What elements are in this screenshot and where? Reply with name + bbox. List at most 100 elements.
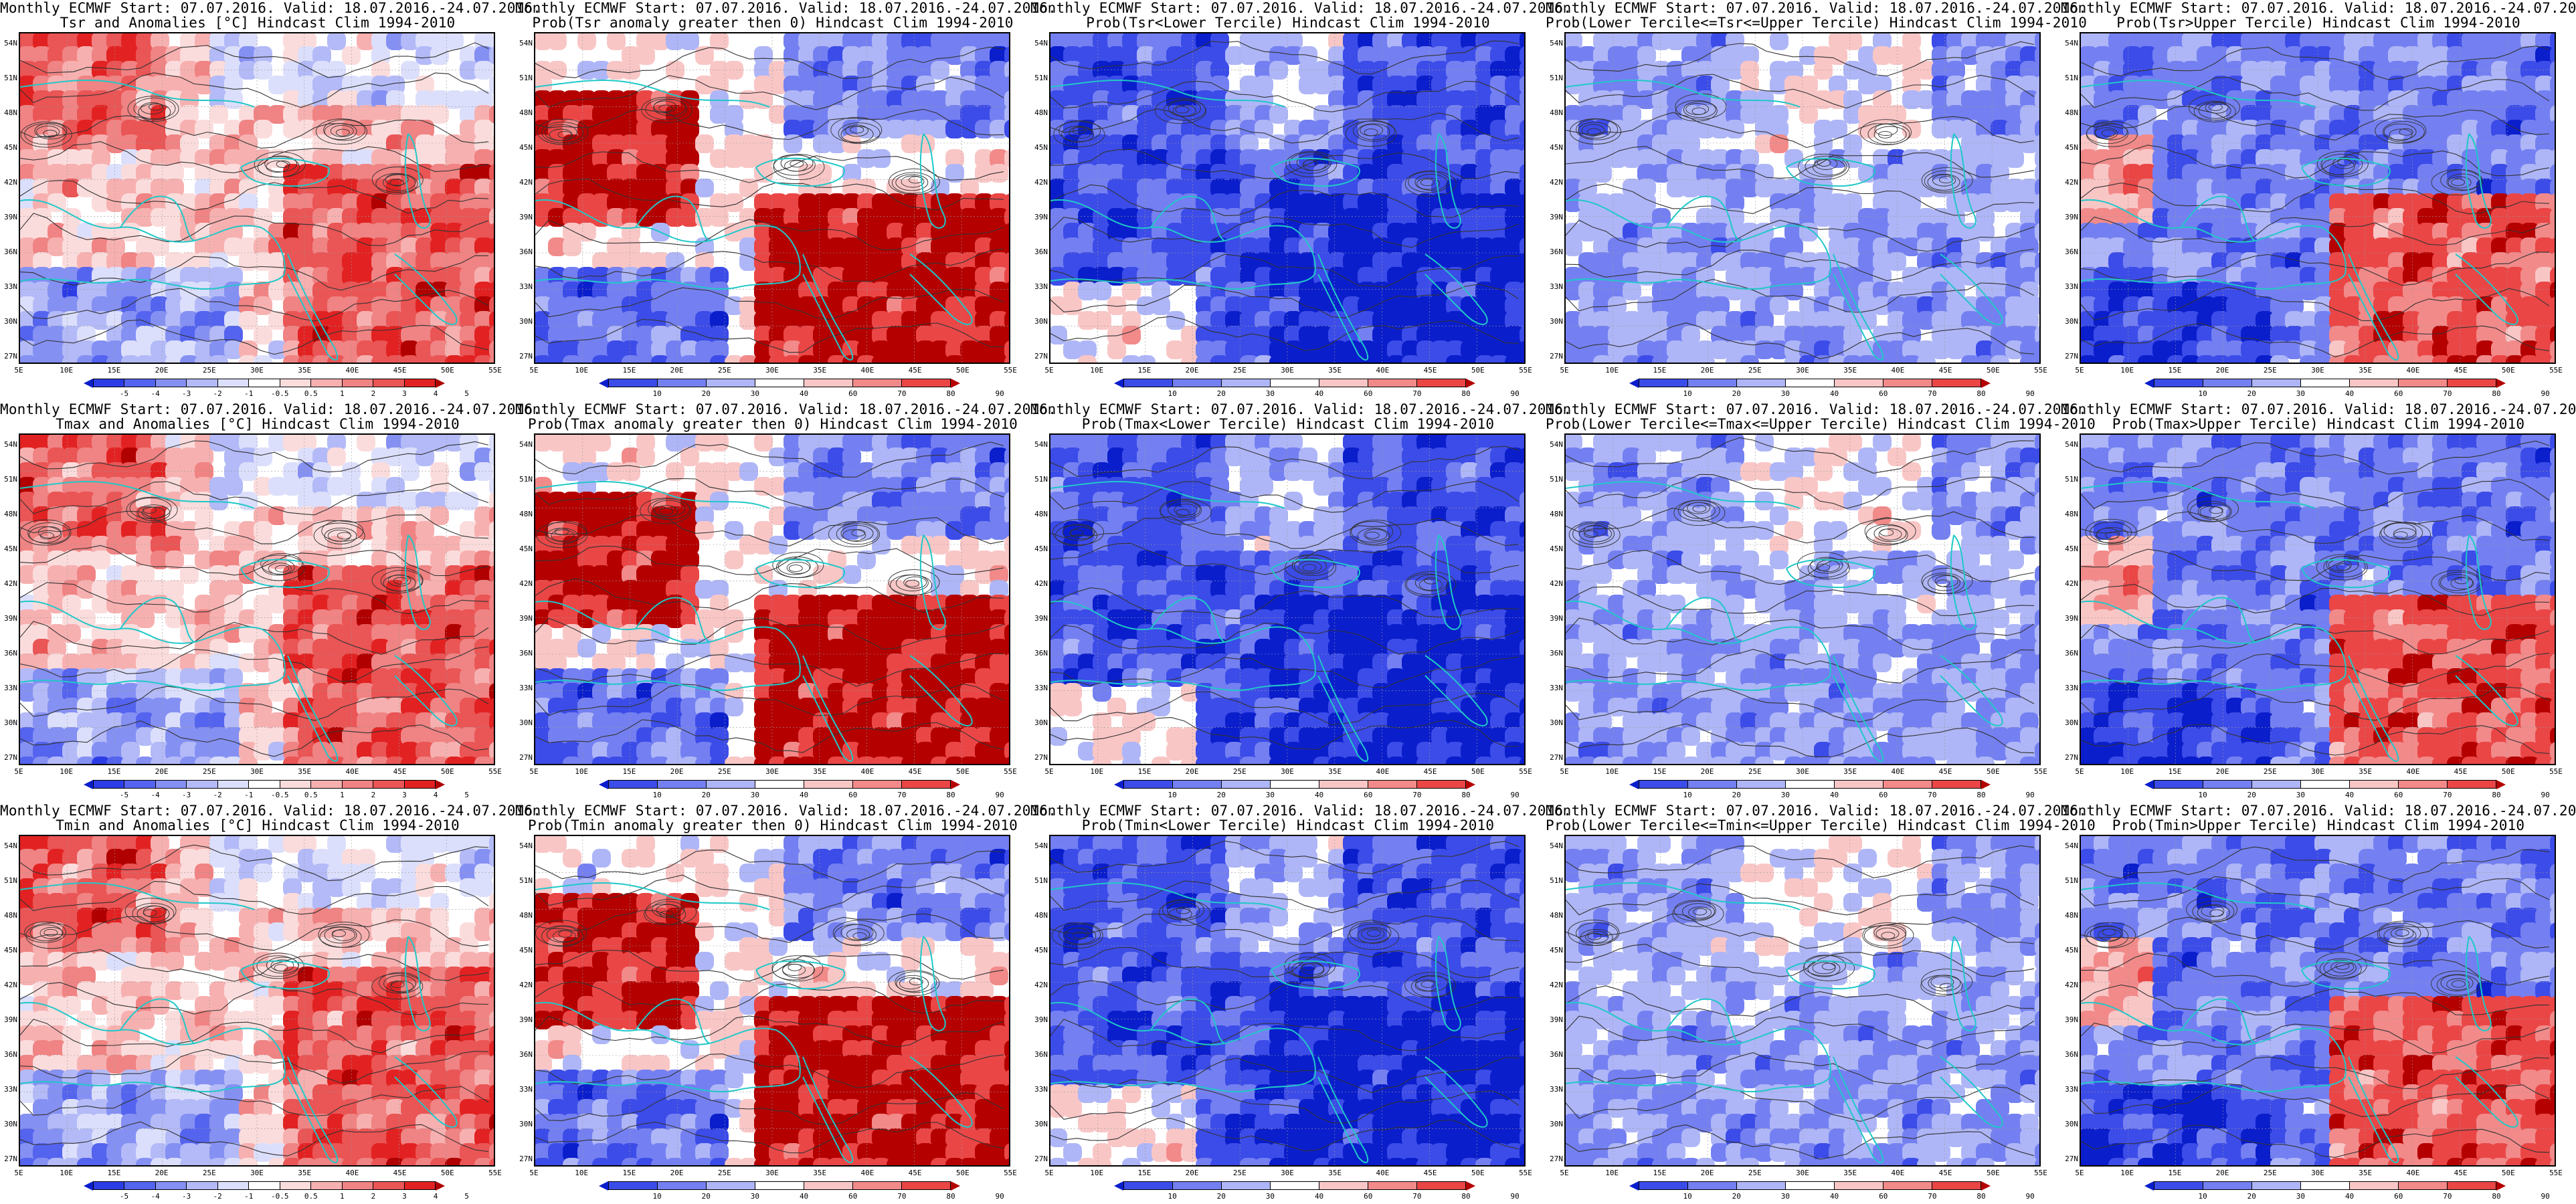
longitude-label: 40E <box>1891 767 1905 776</box>
colorbar-segment <box>1417 379 1466 387</box>
latitude-label: 27N <box>1034 352 1048 361</box>
longitude-label: 10E <box>1605 1169 1619 1177</box>
map-frame <box>19 835 495 1167</box>
longitude-label: 25E <box>1748 366 1762 375</box>
colorbar-tick-label: 10 <box>1683 791 1692 799</box>
colorbar-segment <box>2350 379 2399 387</box>
latitude-label: 54N <box>1034 841 1048 850</box>
longitude-label: 40E <box>860 767 875 776</box>
latitude-label: 42N <box>519 178 533 187</box>
longitude-label: 15E <box>622 1169 636 1177</box>
latitude-label: 51N <box>1034 876 1048 885</box>
colorbar-tick-label: 20 <box>701 791 711 799</box>
latitude-label: 54N <box>2065 440 2078 449</box>
colorbar-tick-label: 20 <box>1216 791 1226 799</box>
colorbar-segment <box>124 1181 156 1190</box>
colorbar-labels: -5 -4 -3 -2 -1 -0.5 0.5 1 2 3 4 5 <box>84 389 469 399</box>
colorbar-tick-label: 80 <box>1976 1192 1986 1201</box>
latitude-label: 30N <box>1034 718 1048 727</box>
colorbar-segment <box>280 780 312 789</box>
latitude-label: 51N <box>4 475 17 484</box>
colorbar-segment <box>2203 780 2252 789</box>
colorbar-segment <box>1319 1181 1368 1190</box>
colorbar-tick-label: -1 <box>244 791 254 799</box>
longitude-label: 55E <box>1004 366 1017 375</box>
latitude-label: 30N <box>519 317 533 326</box>
colorbar-tick-label: 30 <box>2296 389 2306 398</box>
latitude-label: 36N <box>519 247 533 256</box>
longitude-label: 50E <box>440 767 454 776</box>
latitude-label: 30N <box>1034 317 1048 326</box>
forecast-map-panel: Monthly ECMWF Start: 07.07.2016. Valid: … <box>515 401 1056 803</box>
colorbar-right-arrow <box>2496 1181 2506 1191</box>
longitude-label: 5E <box>529 1169 539 1177</box>
shaded-field <box>2081 435 2555 764</box>
colorbar-left-arrow <box>599 1181 608 1191</box>
forecast-map-panel: Monthly ECMWF Start: 07.07.2016. Valid: … <box>515 803 1056 1204</box>
colorbar-segment <box>373 1181 405 1190</box>
longitude-label: 30E <box>1281 1169 1294 1177</box>
latitude-label: 54N <box>1550 841 1563 850</box>
longitude-label: 55E <box>2549 767 2563 776</box>
colorbar <box>599 1181 960 1191</box>
colorbar-segment <box>1271 780 1319 789</box>
colorbar-right-arrow <box>435 1181 445 1191</box>
panel-title-variable: Prob(Tsr>Upper Tercile) Hindcast Clim 19… <box>2116 15 2520 31</box>
colorbar <box>84 1181 445 1191</box>
latitude-label: 30N <box>1550 317 1563 326</box>
longitude-label: 15E <box>1653 366 1667 375</box>
colorbar-segment <box>608 1181 658 1190</box>
latitude-label: 30N <box>4 718 17 727</box>
latitude-label: 39N <box>519 213 533 221</box>
longitude-label: 20E <box>155 767 169 776</box>
latitude-label: 42N <box>4 579 17 588</box>
panel-title-variable: Prob(Lower Tercile<=Tmin<=Upper Tercile)… <box>1546 817 2096 833</box>
longitude-label: 30E <box>250 1169 264 1177</box>
colorbar-tick-label: 70 <box>897 791 907 799</box>
panel-title-variable: Prob(Tsr<Lower Tercile) Hindcast Clim 19… <box>1086 15 1490 31</box>
colorbar-tick-label: 80 <box>2492 791 2501 799</box>
longitude-label: 5E <box>1044 767 1054 776</box>
colorbar-right-arrow <box>1466 780 1475 789</box>
longitude-label: 55E <box>2034 1169 2047 1177</box>
colorbar-segment <box>1737 379 1786 387</box>
longitude-label: 25E <box>1748 1169 1762 1177</box>
colorbar-segment <box>1368 780 1417 789</box>
colorbar-segment <box>2203 379 2252 387</box>
latitude-label: 33N <box>2065 1085 2078 1094</box>
colorbar-segment <box>1319 780 1368 789</box>
map-frame <box>2080 32 2556 364</box>
longitude-label: 35E <box>1328 366 1342 375</box>
longitude-label: 35E <box>813 767 827 776</box>
colorbar-right-arrow <box>1981 780 1991 789</box>
colorbar-segment <box>1932 780 1981 789</box>
colorbar-tick-label: 1 <box>340 389 345 398</box>
colorbar-right-arrow <box>2496 780 2506 789</box>
colorbar-segment <box>1688 780 1737 789</box>
colorbar-labels: 10 20 30 40 60 70 80 90 <box>1114 1192 1520 1201</box>
latitude-label: 45N <box>1550 143 1563 152</box>
colorbar-segment <box>1786 1181 1835 1190</box>
colorbar-tick-label: 4 <box>433 1192 438 1201</box>
latitude-label: 48N <box>2065 911 2078 920</box>
longitude-label: 50E <box>2501 767 2515 776</box>
latitude-label: 45N <box>2065 946 2078 955</box>
colorbar-segment <box>1932 1181 1981 1190</box>
latitude-label: 39N <box>1034 614 1048 623</box>
longitude-label: 25E <box>1232 1169 1247 1177</box>
shaded-field <box>20 836 494 1165</box>
colorbar-segment <box>2154 780 2203 789</box>
latitude-label: 51N <box>1550 475 1563 484</box>
forecast-map-panel: Monthly ECMWF Start: 07.07.2016. Valid: … <box>2061 0 2576 401</box>
colorbar-tick-label: 60 <box>1879 389 1888 398</box>
graticule <box>1050 836 1524 1165</box>
longitude-label: 15E <box>2168 1169 2182 1177</box>
colorbar-segment <box>1222 379 1271 387</box>
forecast-map-panel: Monthly ECMWF Start: 07.07.2016. Valid: … <box>1546 401 2096 803</box>
shaded-field <box>1050 836 1524 1165</box>
colorbar-segment <box>2448 379 2496 387</box>
latitude-label: 33N <box>519 684 533 692</box>
colorbar-tick-label: -5 <box>119 389 129 398</box>
latitude-label: 54N <box>519 39 533 47</box>
forecast-map-panel: Monthly ECMWF Start: 07.07.2016. Valid: … <box>1030 0 1572 401</box>
